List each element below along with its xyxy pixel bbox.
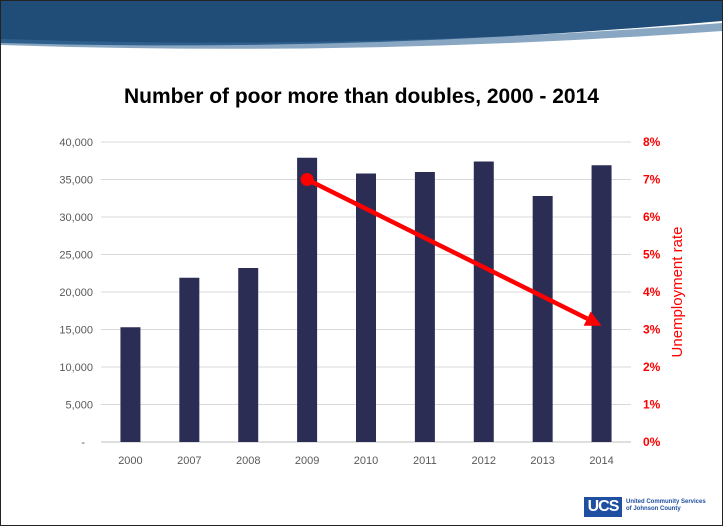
header-banner xyxy=(1,1,722,49)
x-tick-label: 2000 xyxy=(118,455,142,467)
bar xyxy=(591,165,612,442)
y2-tick-label: 2% xyxy=(643,360,661,374)
y2-tick-label: 6% xyxy=(643,210,661,224)
y-tick-label: - xyxy=(81,437,85,449)
ucs-logo: UCS United Community Services of Johnson… xyxy=(584,497,714,517)
ucs-logo-line2: of Johnson County xyxy=(626,506,681,512)
y-tick-label: 25,000 xyxy=(59,250,93,262)
y-tick-label: 20,000 xyxy=(59,287,93,299)
y-tick-label: 30,000 xyxy=(59,212,93,224)
bar xyxy=(532,196,553,442)
y2-tick-label: 1% xyxy=(643,398,661,412)
bar xyxy=(179,277,200,442)
y-tick-label: 15,000 xyxy=(59,325,93,337)
y2-tick-label: 0% xyxy=(643,435,661,449)
ucs-logo-text: United Community Services of Johnson Cou… xyxy=(626,499,706,513)
y-tick-label: 5,000 xyxy=(65,400,93,412)
x-tick-label: 2014 xyxy=(589,455,613,467)
bar xyxy=(414,172,435,442)
unemployment-arrow-line xyxy=(306,177,589,321)
y2-axis-label: Unemployment rate xyxy=(669,227,686,358)
y2-tick-label: 3% xyxy=(643,323,661,337)
bar xyxy=(238,268,259,442)
y-tick-label: 10,000 xyxy=(59,362,93,374)
ucs-logo-line1: United Community Services xyxy=(626,499,706,505)
x-tick-label: 2008 xyxy=(236,455,260,467)
y2-tick-label: 5% xyxy=(643,248,661,262)
bar xyxy=(297,157,318,442)
unemployment-arrow-head xyxy=(583,311,602,326)
bar xyxy=(120,327,141,442)
x-tick-label: 2007 xyxy=(177,455,201,467)
y2-tick-label: 7% xyxy=(643,173,661,187)
x-tick-label: 2011 xyxy=(413,455,437,467)
chart-title: Number of poor more than doubles, 2000 -… xyxy=(124,85,599,108)
x-tick-label: 2013 xyxy=(530,455,554,467)
y-tick-label: 40,000 xyxy=(59,137,93,149)
bar xyxy=(473,161,494,442)
unemployment-arrow-start xyxy=(300,173,314,186)
y-tick-label: 35,000 xyxy=(59,175,93,187)
y2-tick-label: 8% xyxy=(643,135,661,149)
x-tick-label: 2009 xyxy=(295,455,319,467)
x-tick-label: 2012 xyxy=(472,455,496,467)
ucs-logo-mark: UCS xyxy=(584,497,622,517)
y2-tick-label: 4% xyxy=(643,285,661,299)
x-tick-label: 2010 xyxy=(354,455,378,467)
bar xyxy=(356,173,376,442)
